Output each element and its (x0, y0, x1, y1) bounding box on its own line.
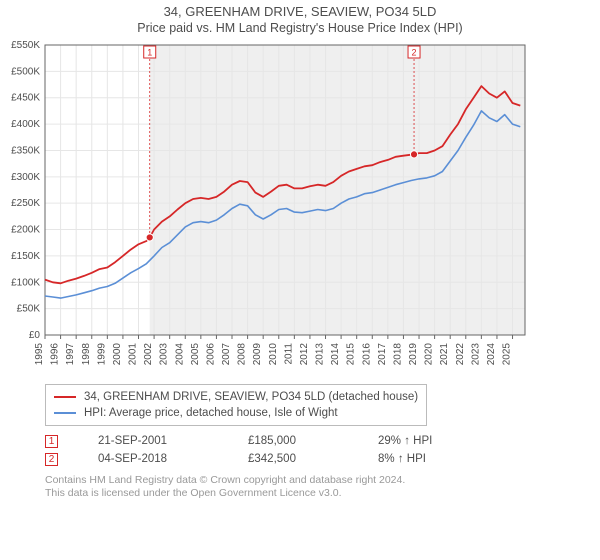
chart-svg: £0 £50K £100K £150K £200K £250K £300K £350K £400… (0, 35, 540, 375)
legend-swatch (54, 412, 76, 414)
svg-text:2014: 2014 (330, 343, 341, 366)
title-line1: 34, GREENHAM DRIVE, SEAVIEW, PO34 5LD (8, 4, 592, 19)
svg-text:2025: 2025 (502, 343, 513, 366)
svg-text:2017: 2017 (377, 343, 388, 366)
svg-text:£350K: £350K (11, 145, 40, 156)
svg-text:2013: 2013 (315, 343, 326, 366)
sale-point-marker: 1 (45, 435, 58, 448)
price-chart: £0 £50K £100K £150K £200K £250K £300K £350K £400… (0, 35, 600, 378)
svg-text:2002: 2002 (143, 343, 154, 366)
svg-text:2005: 2005 (190, 343, 201, 366)
title-line2: Price paid vs. HM Land Registry's House … (8, 21, 592, 35)
svg-text:£150K: £150K (11, 251, 40, 262)
svg-text:2019: 2019 (408, 343, 419, 366)
svg-text:2023: 2023 (470, 343, 481, 366)
svg-text:2001: 2001 (128, 343, 139, 366)
sale-point-marker: 2 (45, 453, 58, 466)
svg-text:2006: 2006 (205, 343, 216, 366)
svg-text:2011: 2011 (283, 343, 294, 365)
svg-text:2016: 2016 (361, 343, 372, 366)
svg-text:1995: 1995 (34, 343, 45, 366)
svg-text:2022: 2022 (455, 343, 466, 366)
svg-text:1997: 1997 (65, 343, 76, 366)
svg-text:2020: 2020 (424, 343, 435, 366)
svg-text:2003: 2003 (159, 343, 170, 366)
legend-item: 34, GREENHAM DRIVE, SEAVIEW, PO34 5LD (d… (54, 389, 418, 405)
svg-text:2: 2 (412, 48, 417, 58)
svg-text:£450K: £450K (11, 93, 40, 104)
svg-text:1: 1 (147, 48, 152, 58)
sale-point-row: 2 04-SEP-2018 £342,500 8% ↑ HPI (45, 450, 600, 468)
footer-line2: This data is licensed under the Open Gov… (45, 487, 600, 500)
legend-label: HPI: Average price, detached house, Isle… (84, 407, 338, 419)
svg-text:2004: 2004 (174, 343, 185, 366)
legend-label: 34, GREENHAM DRIVE, SEAVIEW, PO34 5LD (d… (84, 391, 418, 403)
sale-points-list: 1 21-SEP-2001 £185,000 29% ↑ HPI 2 04-SEP-201… (45, 432, 600, 468)
svg-text:£500K: £500K (11, 66, 40, 77)
svg-text:2009: 2009 (252, 343, 263, 366)
legend-item: HPI: Average price, detached house, Isle… (54, 405, 418, 421)
footer-line1: Contains HM Land Registry data © Crown c… (45, 474, 600, 487)
svg-text:2000: 2000 (112, 343, 123, 366)
svg-text:£400K: £400K (11, 119, 40, 130)
svg-text:£100K: £100K (11, 277, 40, 288)
svg-text:£300K: £300K (11, 172, 40, 183)
svg-text:1999: 1999 (96, 343, 107, 366)
svg-text:£250K: £250K (11, 198, 40, 209)
chart-titles: 34, GREENHAM DRIVE, SEAVIEW, PO34 5LD Pr… (0, 0, 600, 35)
svg-text:2018: 2018 (392, 343, 403, 366)
svg-text:£0: £0 (29, 330, 41, 341)
footer: Contains HM Land Registry data © Crown c… (45, 474, 600, 499)
legend: 34, GREENHAM DRIVE, SEAVIEW, PO34 5LD (d… (45, 384, 427, 426)
svg-text:2021: 2021 (439, 343, 450, 366)
svg-text:£550K: £550K (11, 40, 40, 51)
sale-point-date: 04-SEP-2018 (98, 453, 208, 465)
svg-text:£200K: £200K (11, 225, 40, 236)
sale-point-price: £185,000 (248, 435, 338, 447)
svg-text:2010: 2010 (268, 343, 279, 366)
svg-text:£50K: £50K (17, 304, 41, 315)
sale-point-delta: 8% ↑ HPI (378, 453, 426, 465)
svg-text:2008: 2008 (237, 343, 248, 366)
sale-point-date: 21-SEP-2001 (98, 435, 208, 447)
svg-text:2024: 2024 (486, 343, 497, 366)
sale-point-delta: 29% ↑ HPI (378, 435, 432, 447)
svg-text:2007: 2007 (221, 343, 232, 366)
sale-point-row: 1 21-SEP-2001 £185,000 29% ↑ HPI (45, 432, 600, 450)
svg-text:1998: 1998 (81, 343, 92, 366)
legend-swatch (54, 396, 76, 398)
sale-point-price: £342,500 (248, 453, 338, 465)
svg-text:2015: 2015 (346, 343, 357, 366)
svg-text:2012: 2012 (299, 343, 310, 366)
svg-text:1996: 1996 (50, 343, 61, 366)
